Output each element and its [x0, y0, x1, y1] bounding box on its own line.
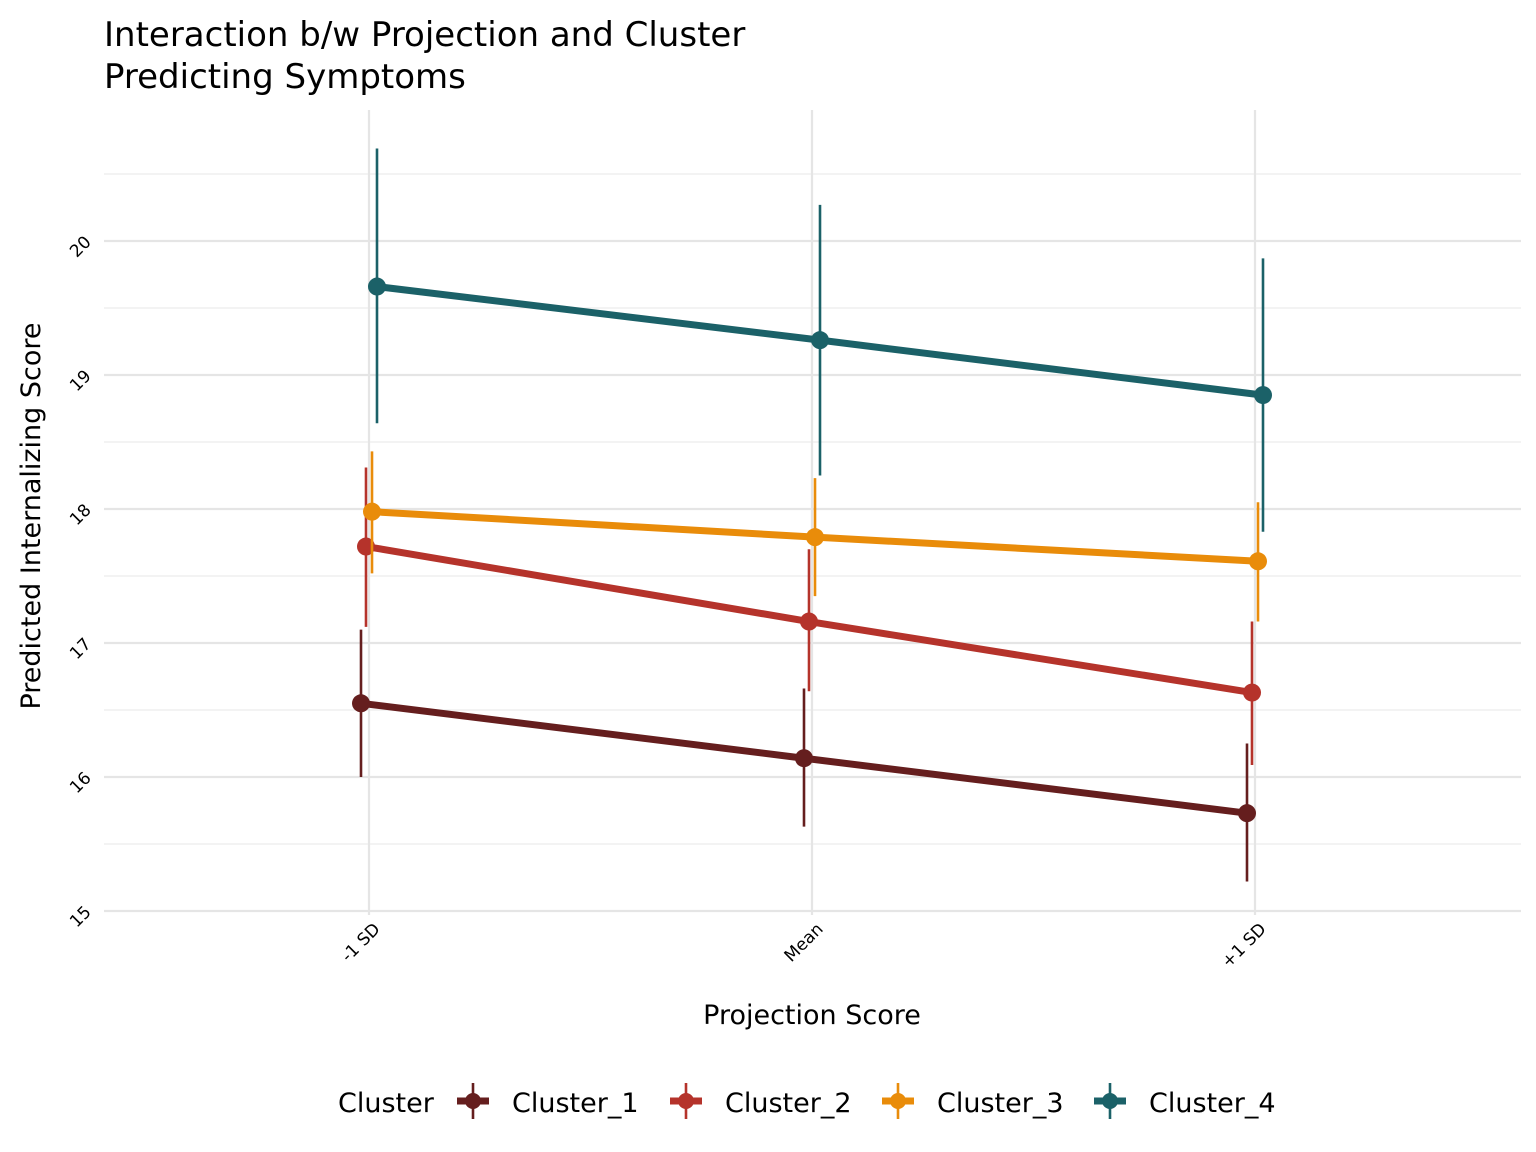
- data-point: [368, 277, 386, 296]
- y-axis-ticks: 15 16 17 18 19 20: [66, 232, 95, 931]
- data-point: [1249, 552, 1267, 571]
- legend-key-point: [678, 1093, 694, 1109]
- y-axis-title: Predicted Internalizing Score: [16, 322, 47, 709]
- legend: Cluster Cluster_1 Cluster_2 Cluster_3 Clust…: [338, 1083, 1276, 1119]
- legend-entry: Cluster_3: [882, 1083, 1064, 1119]
- chart-subtitle: Predicting Symptoms: [104, 57, 466, 97]
- legend-label: Cluster_1: [512, 1088, 639, 1119]
- x-tick-label: -1 SD: [338, 919, 385, 966]
- chart-title: Interaction b/w Projection and Cluster P…: [104, 15, 745, 97]
- legend-title: Cluster: [338, 1088, 435, 1119]
- data-point: [806, 528, 824, 547]
- data-point: [1254, 386, 1272, 405]
- legend-key-point: [1102, 1093, 1118, 1109]
- legend-key-point: [890, 1093, 906, 1109]
- data-point: [357, 537, 375, 556]
- series-cluster-1: [352, 629, 1256, 882]
- legend-label: Cluster_3: [937, 1088, 1064, 1119]
- y-tick-label: 19: [66, 366, 95, 395]
- x-axis-ticks: -1 SD Mean +1 SD: [338, 919, 1271, 972]
- series-cluster-4: [368, 148, 1272, 532]
- x-axis-title: Projection Score: [703, 1000, 921, 1031]
- data-point: [1243, 683, 1261, 702]
- legend-entry: Cluster_2: [670, 1083, 852, 1119]
- data-point: [811, 331, 829, 350]
- chart-title-line-1: Interaction b/w Projection and Cluster: [104, 15, 745, 55]
- y-tick-label: 20: [66, 232, 95, 261]
- legend-key-point: [465, 1093, 481, 1109]
- y-tick-label: 16: [66, 768, 95, 797]
- legend-entry: Cluster_4: [1094, 1083, 1276, 1119]
- y-tick-label: 18: [66, 500, 95, 529]
- legend-label: Cluster_2: [725, 1088, 852, 1119]
- y-tick-label: 15: [66, 902, 95, 931]
- data-point: [795, 749, 813, 768]
- legend-entry: Cluster_1: [457, 1083, 639, 1119]
- data-point: [1238, 804, 1256, 823]
- data-point: [363, 502, 381, 521]
- y-tick-label: 17: [66, 634, 95, 663]
- legend-label: Cluster_4: [1149, 1088, 1276, 1119]
- data-point: [352, 694, 370, 713]
- x-tick-label: Mean: [781, 919, 828, 966]
- data-point: [800, 612, 818, 631]
- x-tick-label: +1 SD: [1218, 919, 1271, 972]
- series: [352, 148, 1272, 882]
- series-cluster-3: [363, 451, 1267, 622]
- grid: [104, 110, 1521, 915]
- series-cluster-2: [357, 467, 1261, 765]
